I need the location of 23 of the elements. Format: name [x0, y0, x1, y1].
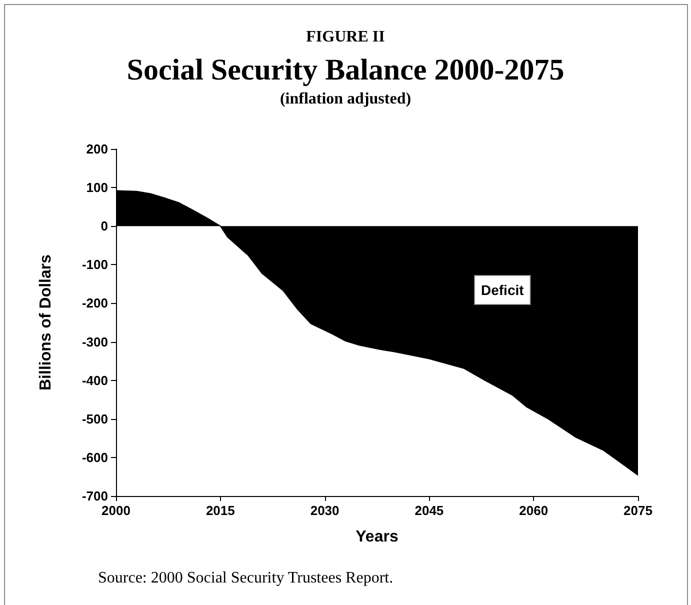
y-axis-title: Billions of Dollars	[38, 254, 54, 391]
x-axis-title: Years	[356, 528, 398, 546]
source-note: Source: 2000 Social Security Trustees Report.	[98, 570, 394, 586]
y-tick-label: -100	[82, 257, 108, 272]
y-tick-label: -700	[82, 488, 108, 504]
x-tick-label: 2045	[414, 503, 444, 518]
text: FIGURE II	[306, 28, 385, 46]
chart-subtitle: (inflation adjusted)	[280, 90, 412, 108]
y-tick-label: -200	[82, 296, 108, 311]
y-tick-label: 200	[86, 142, 108, 156]
y-tick-label: -400	[82, 372, 108, 388]
x-tick-label: 2000	[102, 503, 130, 518]
y-tick-label: 100	[86, 180, 108, 196]
y-tick-label: -500	[82, 411, 108, 426]
annotation: Deficit	[481, 282, 524, 298]
y-tick-label: 0	[100, 218, 108, 234]
y-tick-label: -600	[82, 450, 108, 465]
x-tick-label: 2030	[310, 503, 340, 518]
x-tick-label: 2075	[624, 503, 652, 518]
y-tick-label: -300	[82, 334, 108, 350]
chart-title: Social Security Balance 2000-2075	[126, 54, 564, 86]
x-tick-label: 2015	[206, 503, 235, 518]
x-tick-label: 2060	[519, 503, 548, 518]
